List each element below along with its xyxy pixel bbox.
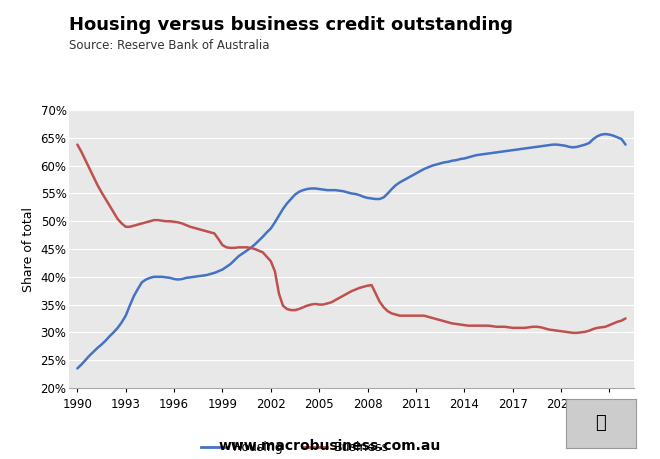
Text: www.macrobusiness.com.au: www.macrobusiness.com.au <box>219 439 441 453</box>
Legend: Housing, Business: Housing, Business <box>197 437 393 459</box>
Text: BUSINESS: BUSINESS <box>523 60 616 78</box>
Text: Source: Reserve Bank of Australia: Source: Reserve Bank of Australia <box>69 39 270 52</box>
Text: Housing versus business credit outstanding: Housing versus business credit outstandi… <box>69 16 513 34</box>
Text: 🐺: 🐺 <box>595 414 607 432</box>
Text: MACRO: MACRO <box>535 28 603 46</box>
Y-axis label: Share of total: Share of total <box>22 207 35 291</box>
